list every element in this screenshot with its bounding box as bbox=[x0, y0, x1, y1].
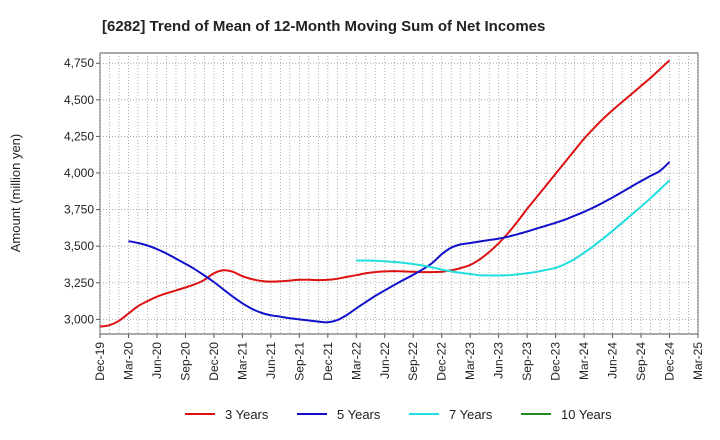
y-axis-label: Amount (million yen) bbox=[8, 134, 23, 253]
x-tick-label: Dec-22 bbox=[435, 342, 449, 381]
legend-label: 3 Years bbox=[225, 407, 269, 422]
x-tick-label: Mar-21 bbox=[235, 342, 249, 380]
y-tick-label: 3,500 bbox=[64, 239, 94, 253]
x-tick-label: Dec-21 bbox=[321, 342, 335, 381]
legend-label: 10 Years bbox=[561, 407, 612, 422]
x-tick-label: Sep-20 bbox=[178, 342, 192, 381]
x-tick-label: Mar-25 bbox=[691, 342, 705, 380]
x-tick-label: Jun-22 bbox=[378, 342, 392, 379]
series-line-7-years bbox=[356, 179, 671, 277]
x-tick-label: Sep-22 bbox=[406, 342, 420, 381]
series-lines bbox=[99, 59, 671, 328]
y-tick-label: 3,750 bbox=[64, 203, 94, 217]
y-tick-label: 4,750 bbox=[64, 56, 94, 70]
x-tick-label: Mar-24 bbox=[577, 342, 591, 380]
y-axis-ticks: 3,000 3,250 3,500 3,750 4,000 4,250 4,500 4,750 bbox=[64, 56, 100, 326]
series-line-5-years bbox=[128, 161, 671, 324]
x-tick-label: Jun-23 bbox=[492, 342, 506, 379]
chart-title: [6282] Trend of Mean of 12-Month Moving … bbox=[102, 18, 545, 35]
grid bbox=[99, 53, 699, 334]
x-tick-label: Dec-20 bbox=[207, 342, 221, 381]
y-tick-label: 4,000 bbox=[64, 166, 94, 180]
y-tick-label: 3,250 bbox=[64, 276, 94, 290]
x-tick-label: Sep-21 bbox=[292, 342, 306, 381]
x-tick-label: Jun-20 bbox=[150, 342, 164, 379]
x-tick-label: Mar-22 bbox=[349, 342, 363, 380]
x-axis-ticks: Dec-19 Mar-20 Jun-20 Sep-20 Dec-20 Mar-21 Jun-… bbox=[93, 334, 705, 381]
x-tick-label: Sep-23 bbox=[520, 342, 534, 381]
x-tick-label: Sep-24 bbox=[634, 342, 648, 381]
legend-label: 5 Years bbox=[337, 407, 381, 422]
x-tick-label: Jun-21 bbox=[264, 342, 278, 379]
legend-label: 7 Years bbox=[449, 407, 493, 422]
x-tick-label: Mar-20 bbox=[121, 342, 135, 380]
x-tick-label: Dec-24 bbox=[663, 342, 677, 381]
x-tick-label: Mar-23 bbox=[463, 342, 477, 380]
y-tick-label: 3,000 bbox=[64, 312, 94, 326]
series-line-3-years bbox=[99, 59, 671, 328]
legend: 3 Years 5 Years 7 Years 10 Years bbox=[185, 407, 612, 422]
x-tick-label: Jun-24 bbox=[606, 342, 620, 379]
y-tick-label: 4,250 bbox=[64, 129, 94, 143]
x-tick-label: Dec-23 bbox=[549, 342, 563, 381]
plot-area bbox=[99, 52, 699, 335]
x-tick-label: Dec-19 bbox=[93, 342, 107, 381]
y-tick-label: 4,500 bbox=[64, 93, 94, 107]
